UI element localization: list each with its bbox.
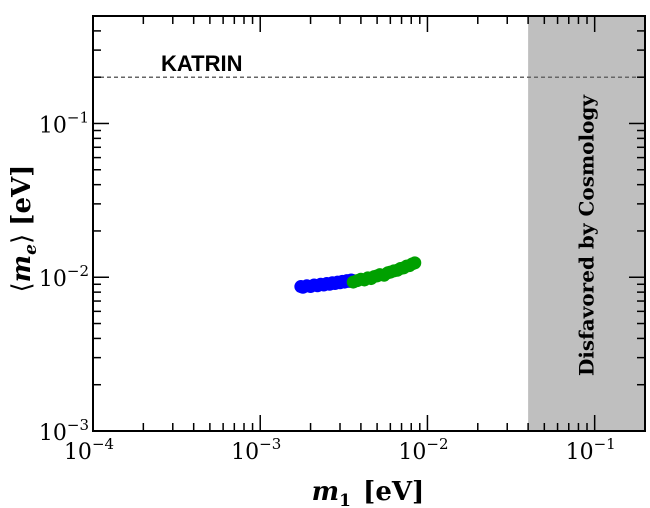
x-tick-label-3: 10−1 bbox=[566, 435, 616, 465]
x-axis-title-subscript: 1 bbox=[339, 491, 351, 508]
x-tick-label-exp: −3 bbox=[259, 435, 281, 453]
x-tick-label-exp: −1 bbox=[594, 435, 616, 453]
x-tick-label-2: 10−2 bbox=[398, 435, 448, 465]
x-tick-label-exp: −2 bbox=[426, 435, 448, 453]
x-tick-label-exp: −4 bbox=[92, 435, 114, 453]
y-axis-title: ⟨me⟩ [eV] bbox=[7, 165, 41, 293]
plot-area bbox=[92, 15, 646, 432]
x-tick-label-1: 10−3 bbox=[231, 435, 281, 465]
y-axis-title-close: ⟩ bbox=[7, 234, 37, 244]
data-points bbox=[294, 256, 422, 294]
green-point-19 bbox=[408, 256, 422, 270]
y-tick-label-exp: −3 bbox=[67, 416, 89, 434]
y-axis-title-symbol: m bbox=[7, 255, 37, 283]
x-tick-label-base: 10 bbox=[231, 440, 259, 465]
plot-frame bbox=[92, 15, 646, 432]
y-axis-title-subscript: e bbox=[21, 244, 41, 255]
cosmology-label: Disfavored by Cosmology bbox=[575, 94, 599, 376]
y-tick-label-base: 10 bbox=[39, 113, 67, 138]
x-axis-title-symbol: m bbox=[312, 477, 340, 507]
x-tick-labels: 10−4 10−3 10−2 10−1 bbox=[64, 435, 616, 465]
y-axis-title-open: ⟨ bbox=[7, 282, 37, 292]
x-axis-title: m1 [eV] bbox=[312, 477, 425, 508]
y-tick-label-2: 10−1 bbox=[39, 108, 89, 138]
x-tick-label-0: 10−4 bbox=[64, 435, 114, 465]
y-axis-title-unit: [eV] bbox=[7, 165, 37, 226]
katrin-label: KATRIN bbox=[161, 51, 242, 76]
y-tick-label-base: 10 bbox=[39, 267, 67, 292]
cosmology-shaded-region bbox=[528, 16, 645, 431]
y-tick-label-exp: −2 bbox=[67, 262, 89, 280]
y-tick-label-exp: −1 bbox=[67, 108, 89, 126]
y-tick-labels: 10−310−210−1 bbox=[39, 108, 89, 446]
x-axis-title-unit: [eV] bbox=[363, 477, 424, 507]
x-tick-label-base: 10 bbox=[398, 440, 426, 465]
y-tick-label-1: 10−2 bbox=[39, 262, 89, 292]
y-tick-label-base: 10 bbox=[39, 421, 67, 446]
x-tick-label-base: 10 bbox=[64, 440, 92, 465]
y-tick-label-0: 10−3 bbox=[39, 416, 89, 446]
x-tick-label-base: 10 bbox=[566, 440, 594, 465]
